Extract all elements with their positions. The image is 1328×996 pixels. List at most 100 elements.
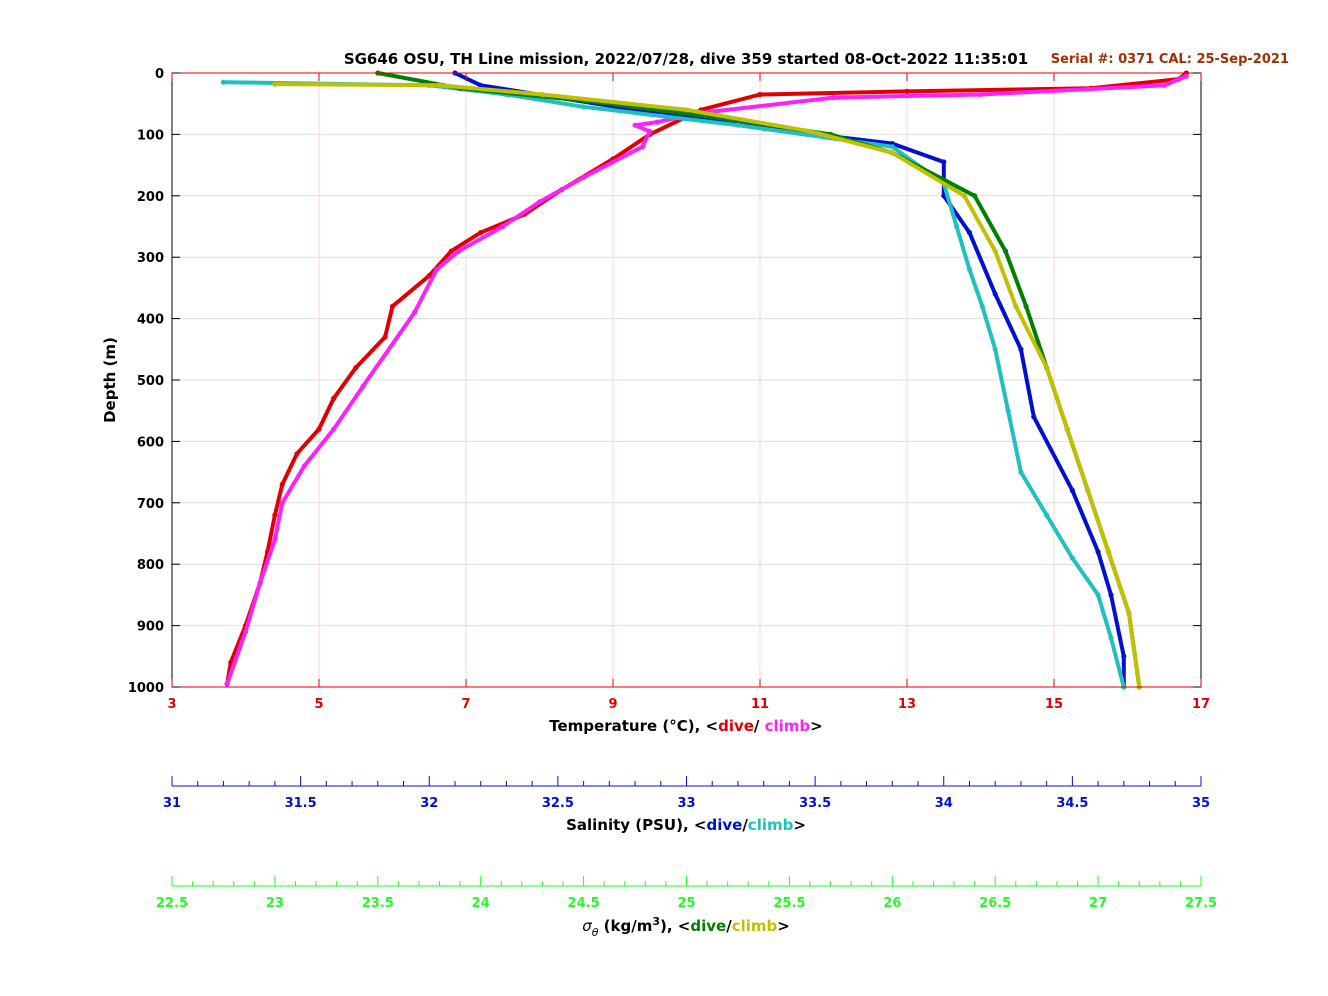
temperature-dive-point xyxy=(279,481,285,487)
temperature-climb-point xyxy=(654,119,660,125)
temperature-dive-point xyxy=(272,512,278,518)
temperature-dive-point xyxy=(757,91,763,98)
salinity-label-prefix: Salinity (PSU), < xyxy=(566,816,706,834)
salinity-dive-point xyxy=(941,159,947,165)
temperature-dive-point xyxy=(478,230,484,236)
temperature-climb-point xyxy=(411,309,418,316)
sigma-climb-point xyxy=(1044,365,1050,371)
temperature-climb-point xyxy=(1183,73,1189,79)
salinity-climb-point xyxy=(954,223,960,230)
temperature-climb-point xyxy=(272,537,278,543)
salinity-climb-point xyxy=(1005,408,1011,414)
temperature-label-climb: climb xyxy=(765,717,811,735)
salinity-climb-point xyxy=(1095,592,1101,598)
temperature-climb-series xyxy=(224,73,1189,687)
temperature-tick-label: 17 xyxy=(1192,697,1210,712)
salinity-axis-tick-label: 31 xyxy=(163,796,181,811)
salinity-axis-tick-label: 32.5 xyxy=(542,796,574,811)
sigma-climb-point xyxy=(1013,303,1019,309)
temperature-climb-point xyxy=(279,500,285,506)
salinity-label-climb: climb xyxy=(748,816,794,834)
temperature-climb-point xyxy=(977,91,984,98)
temperature-climb-point xyxy=(500,223,506,230)
y-axis-label: Depth (m) xyxy=(101,337,119,423)
sigma-axis: 22.5 23 23.5 24 24.5 25 25.5 26 26.5 27 27.5 xyxy=(156,876,1217,911)
salinity-label-sep: / xyxy=(742,816,748,834)
temperature-tick-label: 9 xyxy=(608,697,617,712)
sigma-climb-point xyxy=(272,81,278,87)
salinity-dive-point xyxy=(1121,653,1127,659)
temperature-climb-point xyxy=(632,122,638,128)
salinity-dive-point xyxy=(478,82,484,88)
depth-tick-label: 0 xyxy=(155,67,164,82)
temperature-climb-point xyxy=(639,144,646,150)
temperature-climb-point xyxy=(301,463,307,469)
temperature-dive-point xyxy=(448,248,454,254)
sigma-axis-tick-label: 24.5 xyxy=(568,896,600,911)
depth-tick-label: 800 xyxy=(137,558,164,573)
sigma-dive-point xyxy=(1002,248,1009,254)
temperature-label-sep: / xyxy=(754,717,765,735)
sigma-axis-tick-label: 26 xyxy=(883,896,901,911)
temperature-climb-point xyxy=(647,128,653,134)
temperature-climb-point xyxy=(434,266,440,273)
sigma-climb-point xyxy=(961,193,967,199)
salinity-climb-point xyxy=(735,122,741,128)
sigma-label-sep: / xyxy=(726,917,732,935)
salinity-dive-point xyxy=(992,291,998,297)
sigma-axis-tick-label: 25 xyxy=(677,896,695,911)
salinity-climb-point xyxy=(220,79,226,85)
depth-tick-label: 700 xyxy=(137,497,164,512)
salinity-climb-point xyxy=(966,266,973,273)
salinity-axis-tick-label: 32 xyxy=(420,796,438,811)
temperature-climb-point xyxy=(1161,82,1167,88)
temperature-climb-point xyxy=(830,95,837,101)
temperature-climb-point xyxy=(536,199,543,205)
temperature-label-prefix: Temperature (°C), < xyxy=(549,717,718,735)
sigma-axis-tick-label: 23 xyxy=(266,896,284,911)
chart-title: SG646 OSU, TH Line mission, 2022/07/28, … xyxy=(344,50,1028,68)
salinity-climb-series xyxy=(220,79,1127,690)
depth-tick-label: 500 xyxy=(137,374,164,389)
temperature-tick-label: 13 xyxy=(898,697,916,712)
sigma-axis-tick-label: 24 xyxy=(472,896,490,911)
sigma-label-climb: climb xyxy=(732,917,778,935)
temperature-dive-point xyxy=(382,334,388,340)
salinity-dive-point xyxy=(1108,592,1114,598)
temperature-tick-label: 7 xyxy=(461,697,470,712)
salinity-label-dive: dive xyxy=(706,816,742,834)
temperature-dive-point xyxy=(294,451,300,457)
sigma-climb-point xyxy=(539,91,546,98)
salinity-axis-label: Salinity (PSU), <dive/climb> xyxy=(566,816,806,834)
temperature-dive-point xyxy=(389,303,396,309)
depth-tick-label: 400 xyxy=(137,313,164,328)
depth-tick-label: 100 xyxy=(137,128,164,143)
salinity-label-suffix: > xyxy=(793,816,806,834)
sigma-climb-point xyxy=(436,82,443,88)
depth-tick-label: 300 xyxy=(137,251,164,266)
temperature-tick-label: 15 xyxy=(1045,697,1063,712)
sigma-climb-point xyxy=(1085,487,1091,494)
sigma-climb-point xyxy=(807,128,813,134)
temperature-dive-series xyxy=(224,70,1189,687)
salinity-climb-point xyxy=(1108,635,1114,641)
temperature-tick-label: 5 xyxy=(314,697,323,712)
salinity-climb-point xyxy=(1044,512,1050,518)
salinity-dive-point xyxy=(966,230,973,236)
depth-tick-label: 900 xyxy=(137,620,164,635)
sigma-axis-tick-label: 23.5 xyxy=(362,896,394,911)
sigma-label-dive: dive xyxy=(690,917,726,935)
sigma-climb-series xyxy=(272,81,1142,690)
sigma-axis-tick-label: 26.5 xyxy=(979,896,1011,911)
temperature-climb-point xyxy=(257,580,263,586)
salinity-axis-tick-label: 35 xyxy=(1192,796,1210,811)
sigma-label-sub: θ xyxy=(592,926,599,939)
salinity-climb-point xyxy=(581,104,587,110)
temperature-dive-point xyxy=(353,365,359,371)
sigma-axis-label: σθ (kg/m3), <dive/climb> xyxy=(582,915,790,939)
salinity-axis-tick-label: 34 xyxy=(935,796,953,811)
salinity-climb-point xyxy=(992,346,998,352)
salinity-climb-line xyxy=(221,80,1126,689)
temperature-climb-point xyxy=(331,426,337,432)
